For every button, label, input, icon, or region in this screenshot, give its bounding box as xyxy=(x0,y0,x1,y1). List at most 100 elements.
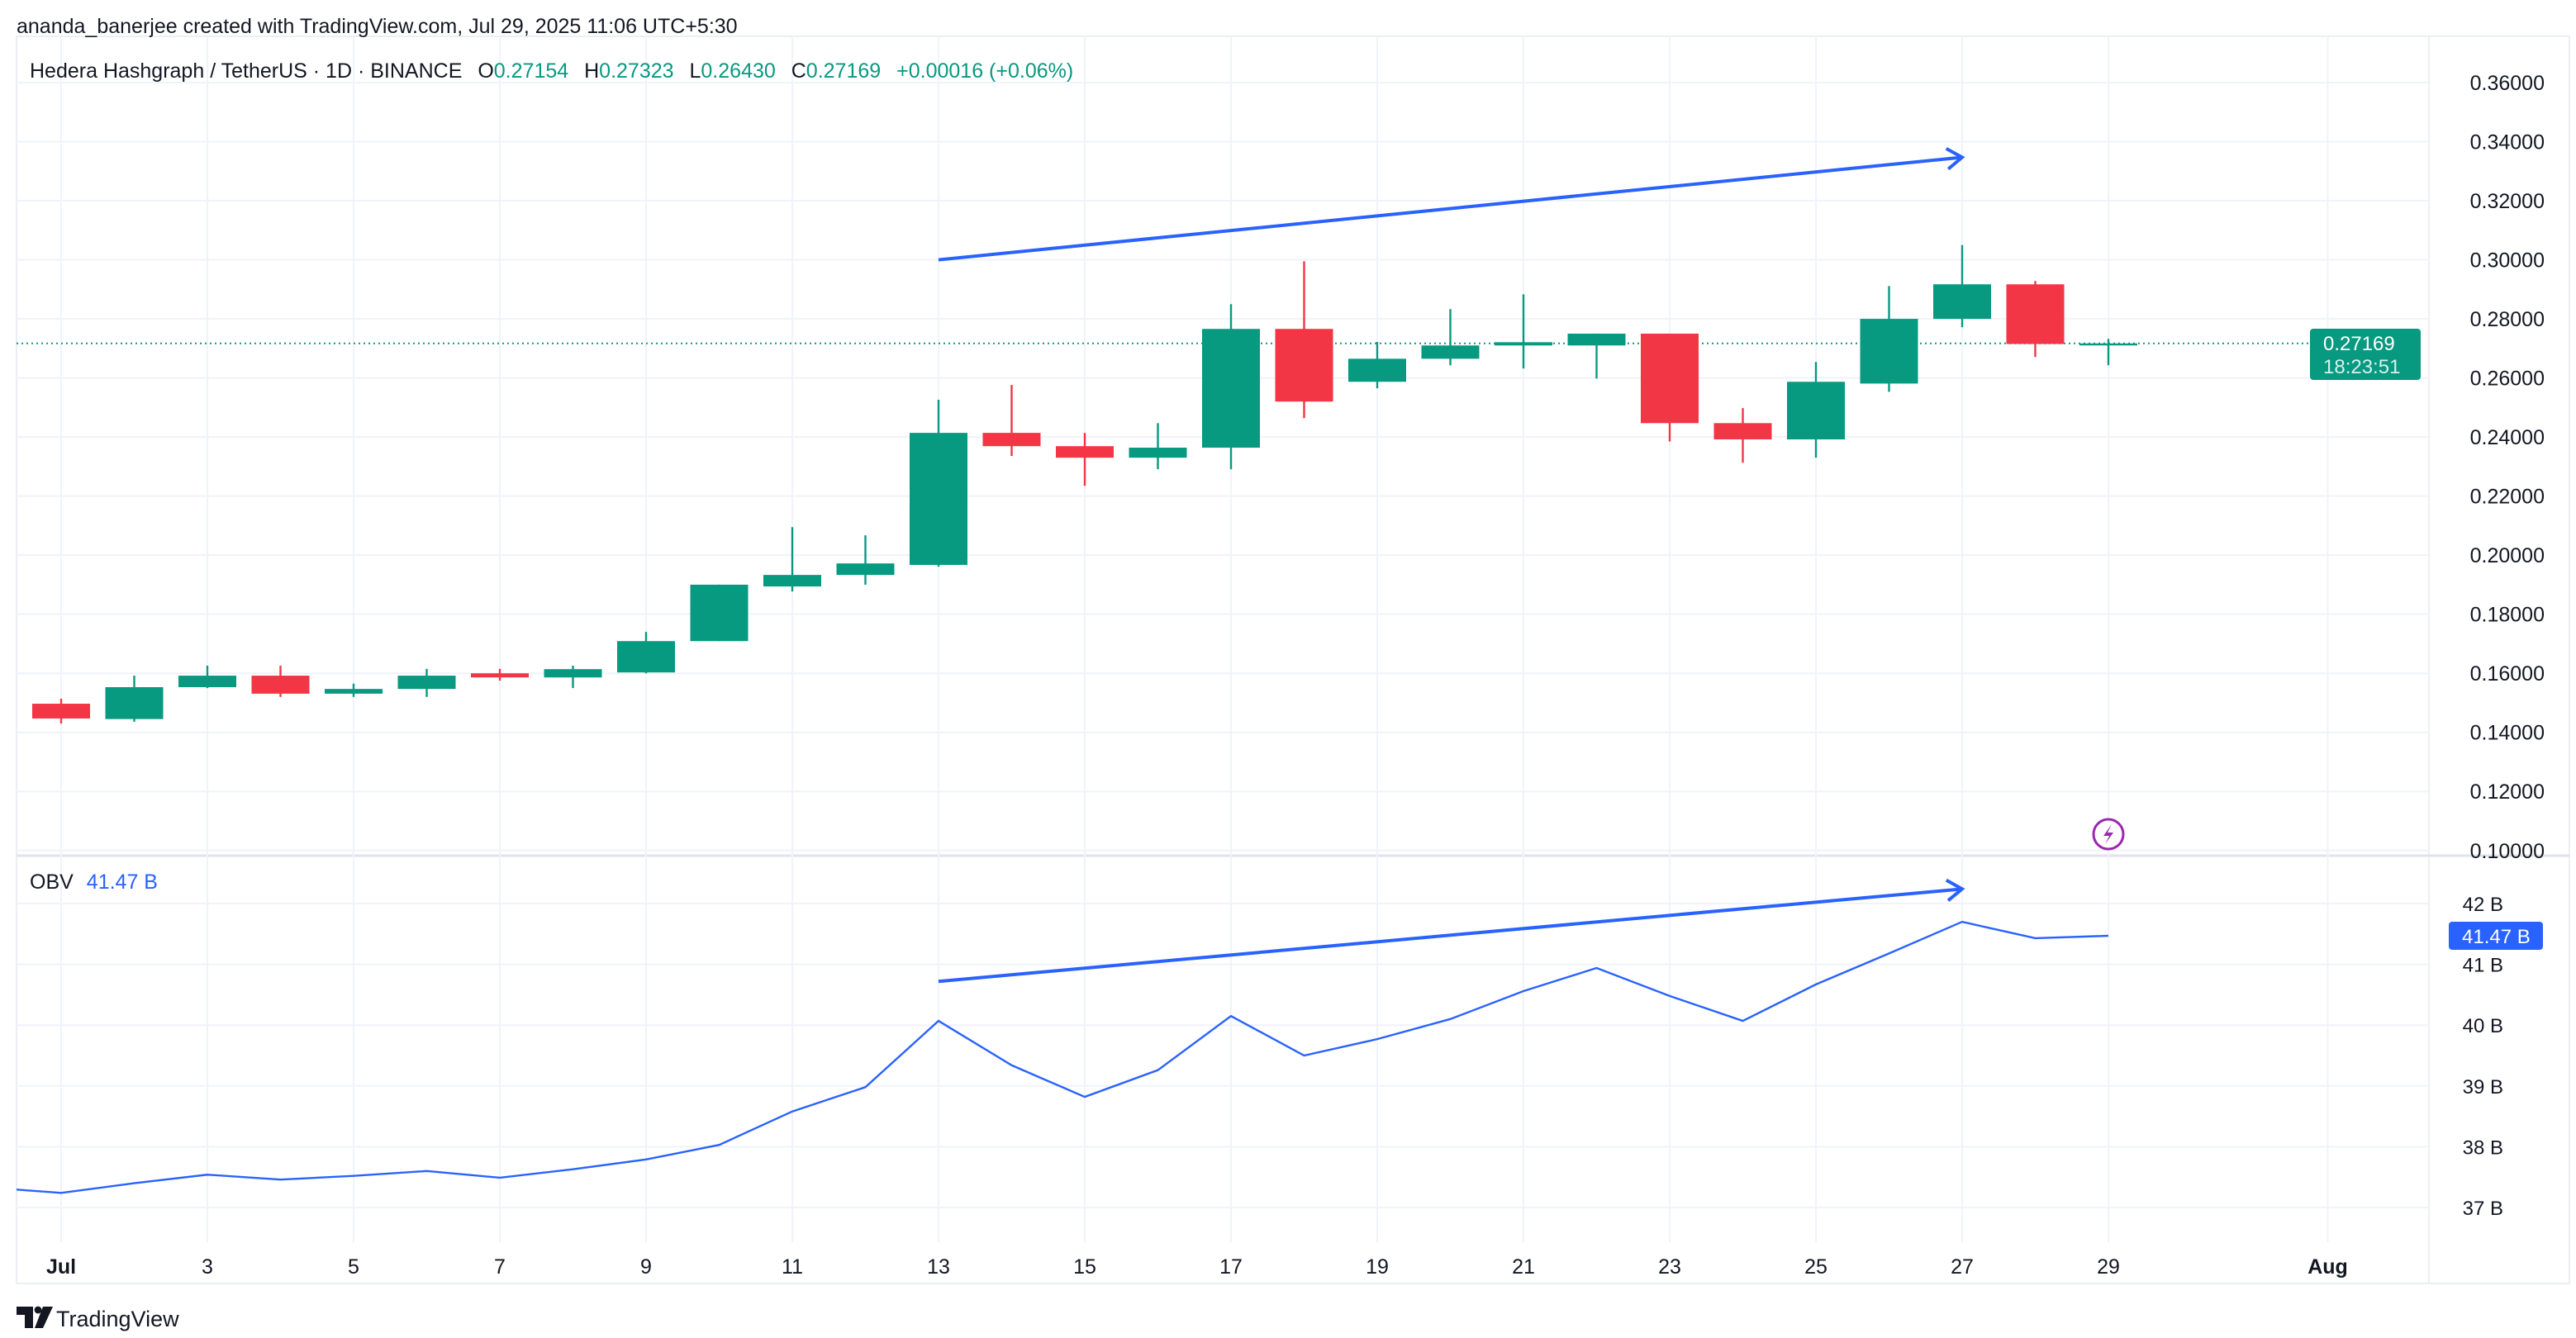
candle-body xyxy=(1713,423,1772,439)
symbol-name[interactable]: Hedera Hashgraph / TetherUS · 1D · BINAN… xyxy=(30,59,462,83)
tradingview-logo[interactable]: TradingView xyxy=(17,1306,179,1331)
price-trend-arrow xyxy=(938,147,1965,262)
high-label: H xyxy=(584,59,599,83)
low-label: L xyxy=(690,59,701,83)
candle xyxy=(1495,294,1552,369)
candle-body xyxy=(1056,446,1114,458)
countdown: 18:23:51 xyxy=(2323,356,2400,378)
price-tick-label: 0.24000 xyxy=(2470,426,2545,449)
grid xyxy=(16,36,2570,1284)
obv-line xyxy=(17,920,2109,1194)
candle-body xyxy=(910,433,967,565)
close-value: 0.27169 xyxy=(806,59,881,83)
price-tick-label: 0.36000 xyxy=(2470,72,2545,95)
candle-body xyxy=(544,669,602,678)
x-tick-label: 15 xyxy=(1073,1255,1096,1279)
candle xyxy=(105,676,164,722)
candle-body xyxy=(325,689,383,694)
candle xyxy=(836,535,895,585)
price-tick-label: 0.34000 xyxy=(2470,131,2545,154)
candle-body xyxy=(1495,342,1552,346)
x-tick-label: 11 xyxy=(782,1255,803,1279)
price-tick-label: 0.26000 xyxy=(2470,368,2545,391)
candle-body xyxy=(178,676,236,688)
x-tick-label: 13 xyxy=(927,1255,950,1279)
obv-label[interactable]: OBV xyxy=(30,871,74,894)
chart-legend: Hedera Hashgraph / TetherUS · 1D · BINAN… xyxy=(30,59,1073,83)
candle xyxy=(471,668,529,681)
x-tick-label: 7 xyxy=(494,1255,506,1279)
candle xyxy=(397,668,456,697)
change-value: +0.00016 (+0.06%) xyxy=(896,59,1073,83)
candle-body xyxy=(1275,329,1333,402)
candle xyxy=(1713,408,1772,463)
obv-trend-arrow xyxy=(938,878,1965,984)
axes: Jul 3 5 7 9 11 13 15 17 19 21 23 25 27 29 Aug 0.36000 0.3… xyxy=(46,72,2545,1279)
candle xyxy=(910,400,967,567)
candle-body xyxy=(1348,358,1406,382)
candle xyxy=(32,698,90,724)
logo-text: TradingView xyxy=(56,1307,179,1331)
price-pane[interactable] xyxy=(17,147,2310,724)
candle-body xyxy=(1787,382,1845,439)
obv-tick-label: 37 B xyxy=(2463,1198,2503,1220)
candle xyxy=(690,584,749,642)
arrow-head-icon xyxy=(1945,147,1965,171)
price-tick-label: 0.22000 xyxy=(2470,486,2545,509)
candle-body xyxy=(32,704,90,719)
open-value: 0.27154 xyxy=(494,59,568,83)
attribution: ananda_banerjee created with TradingView… xyxy=(17,15,738,38)
candle-body xyxy=(1641,333,1699,424)
x-tick-label: Jul xyxy=(46,1255,76,1279)
price-tick-label: 0.14000 xyxy=(2470,722,2545,745)
candle xyxy=(1860,286,1918,392)
x-tick-label: Aug xyxy=(2307,1255,2348,1279)
candle xyxy=(617,632,675,674)
obv-pane[interactable] xyxy=(0,878,2109,1194)
x-tick-label: 27 xyxy=(1951,1255,1974,1279)
candle-body xyxy=(2006,284,2065,344)
chart-frame xyxy=(16,36,2570,1284)
candle-body xyxy=(471,673,529,678)
candle xyxy=(325,683,383,697)
last-price-badge: 0.27169 18:23:51 xyxy=(2310,329,2421,380)
x-tick-label: 5 xyxy=(348,1255,359,1279)
candle-body xyxy=(617,641,675,673)
tradingview-logo-icon xyxy=(17,1306,53,1328)
candle xyxy=(1056,433,1114,486)
x-tick-label: 9 xyxy=(640,1255,652,1279)
candle-body xyxy=(251,676,310,694)
x-tick-label: 3 xyxy=(202,1255,213,1279)
candle-body xyxy=(1129,447,1187,458)
candle xyxy=(1348,341,1406,389)
high-value: 0.27323 xyxy=(599,59,673,83)
price-tick-label: 0.12000 xyxy=(2470,780,2545,804)
trendline xyxy=(938,155,1963,262)
x-tick-label: 21 xyxy=(1512,1255,1535,1279)
candle-body xyxy=(1567,333,1626,346)
candle-body xyxy=(1421,345,1480,359)
candle xyxy=(1421,309,1480,366)
candle-body xyxy=(982,433,1041,447)
obv-tick-label: 39 B xyxy=(2463,1076,2503,1098)
candle xyxy=(178,665,236,689)
low-value: 0.26430 xyxy=(701,59,775,83)
candle-body xyxy=(1933,284,1991,320)
last-price-value: 0.27169 xyxy=(2323,333,2395,355)
price-tick-label: 0.18000 xyxy=(2470,604,2545,627)
candle xyxy=(2006,281,2065,358)
x-tick-label: 17 xyxy=(1219,1255,1243,1279)
candle xyxy=(251,665,310,697)
obv-tick-label: 38 B xyxy=(2463,1136,2503,1159)
candle-body xyxy=(2079,343,2137,346)
candle-body xyxy=(836,563,895,576)
obv-tick-label: 40 B xyxy=(2463,1015,2503,1037)
obv-badge: 41.47 B xyxy=(2449,922,2543,950)
obv-value: 41.47 B xyxy=(87,871,158,894)
obv-legend: OBV 41.47 B xyxy=(30,871,158,894)
candle-body xyxy=(397,676,456,690)
candle-body xyxy=(105,687,164,719)
lightning-bolt-icon[interactable] xyxy=(2092,818,2125,851)
x-tick-label: 25 xyxy=(1804,1255,1827,1279)
